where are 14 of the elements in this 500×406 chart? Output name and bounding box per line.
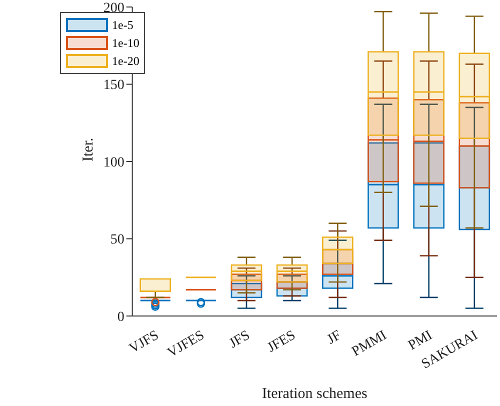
x-axis-title: Iteration schemes bbox=[262, 386, 368, 402]
y-axis-title: Iter. bbox=[80, 138, 97, 162]
y-tick-label: 0 bbox=[117, 310, 124, 325]
y-tick-label: 200 bbox=[103, 0, 124, 16]
x-tick-label: JFES bbox=[265, 328, 298, 356]
legend-label: 1e-20 bbox=[112, 54, 140, 68]
x-tick-label: JFS bbox=[226, 328, 253, 352]
y-tick-label: 50 bbox=[110, 232, 124, 248]
legend-label: 1e-10 bbox=[112, 36, 140, 50]
legend-label: 1e-5 bbox=[112, 18, 134, 32]
y-tick-label: 100 bbox=[103, 155, 124, 170]
x-tick-label: JF bbox=[324, 328, 344, 348]
x-tick-label: VJFS bbox=[127, 328, 162, 357]
y-tick-label: 150 bbox=[103, 78, 124, 94]
